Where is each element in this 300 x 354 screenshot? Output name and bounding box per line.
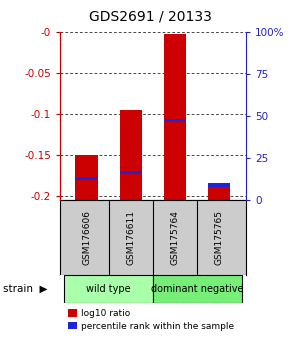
Bar [76,155,98,200]
Bar [164,34,186,200]
Text: GDS2691 / 20133: GDS2691 / 20133 [88,9,212,23]
Text: GSM176606: GSM176606 [82,210,91,265]
Bar [120,110,142,200]
Text: GSM175764: GSM175764 [171,210,180,265]
Text: wild type: wild type [86,284,131,294]
Text: GSM176611: GSM176611 [126,210,135,265]
Bar [208,183,230,187]
Text: dominant negative: dominant negative [151,284,244,294]
Legend: log10 ratio, percentile rank within the sample: log10 ratio, percentile rank within the … [64,306,238,334]
Bar [120,171,142,175]
Text: strain  ▶: strain ▶ [3,284,47,294]
Bar [64,275,153,303]
Bar [153,275,242,303]
Text: GSM175765: GSM175765 [215,210,224,265]
Bar [76,177,98,181]
Bar [208,184,230,200]
Bar [164,119,186,122]
